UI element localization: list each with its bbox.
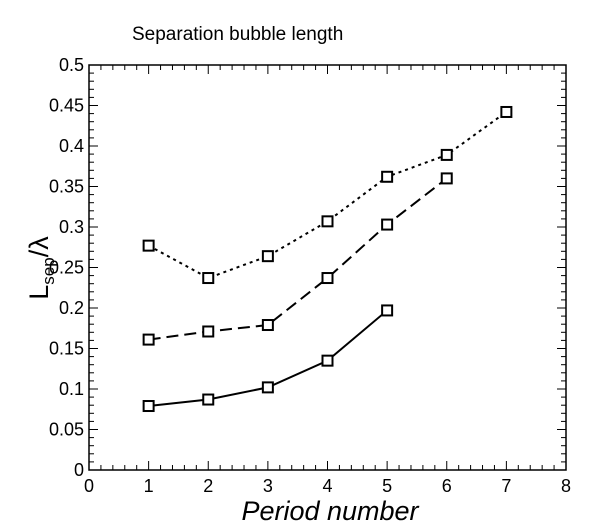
y-tick-labels: 0 0.05 0.1 0.15 0.2 0.25 0.3 0.35 0.4 0.45 0.5 bbox=[49, 55, 84, 480]
axis-ticks bbox=[88, 64, 567, 471]
x-axis-label: Period number bbox=[241, 496, 419, 526]
series-solid-marker bbox=[321, 354, 334, 367]
series-dotted-marker bbox=[381, 170, 394, 183]
series-dashed-marker bbox=[381, 218, 394, 231]
series-dashed-marker bbox=[202, 325, 215, 338]
series-dotted-marker bbox=[321, 215, 334, 228]
series-dashed-marker bbox=[321, 272, 334, 285]
series-dotted-marker bbox=[440, 148, 453, 161]
series-solid-marker bbox=[202, 393, 215, 406]
x-tick-label: 7 bbox=[501, 476, 511, 496]
series-dashed-marker bbox=[440, 172, 453, 185]
series-dashed-marker bbox=[142, 333, 155, 346]
series-dotted-marker bbox=[261, 250, 274, 263]
y-axis-label-subscript: sep bbox=[39, 257, 58, 284]
series-solid-marker bbox=[142, 400, 155, 413]
y-tick-label: 0.25 bbox=[49, 258, 84, 278]
y-tick-label: 0.35 bbox=[49, 177, 84, 197]
series-dotted-marker bbox=[142, 239, 155, 252]
x-tick-labels: 0 1 2 3 4 5 6 7 8 bbox=[84, 476, 571, 496]
x-tick-label: 0 bbox=[84, 476, 94, 496]
x-tick-label: 6 bbox=[442, 476, 452, 496]
x-tick-label: 1 bbox=[144, 476, 154, 496]
series-markers bbox=[142, 105, 513, 413]
series-dashed-line bbox=[148, 177, 448, 341]
x-tick-label: 4 bbox=[322, 476, 332, 496]
y-tick-label: 0.3 bbox=[59, 217, 84, 237]
x-tick-label: 5 bbox=[382, 476, 392, 496]
series-dashed-marker bbox=[261, 319, 274, 332]
series-dotted-line bbox=[148, 111, 507, 280]
x-tick-label: 8 bbox=[561, 476, 571, 496]
y-tick-label: 0.1 bbox=[59, 379, 84, 399]
series-solid-marker bbox=[261, 381, 274, 394]
y-tick-label: 0.2 bbox=[59, 298, 84, 318]
y-tick-label: 0 bbox=[74, 460, 84, 480]
series-solid-marker bbox=[381, 304, 394, 317]
y-tick-label: 0.5 bbox=[59, 55, 84, 75]
chart-title: Separation bubble length bbox=[132, 24, 343, 45]
y-tick-label: 0.45 bbox=[49, 96, 84, 116]
y-tick-label: 0.05 bbox=[49, 420, 84, 440]
x-tick-label: 2 bbox=[203, 476, 213, 496]
series-dotted-marker bbox=[202, 272, 215, 285]
x-tick-label: 3 bbox=[263, 476, 273, 496]
y-tick-label: 0.4 bbox=[59, 136, 84, 156]
y-axis-label-main: L bbox=[24, 285, 54, 300]
y-axis-label-suffix: /λ bbox=[24, 236, 54, 258]
plot-frame bbox=[88, 64, 567, 471]
y-axis-label: Lsep/λ bbox=[24, 236, 58, 300]
y-tick-label: 0.15 bbox=[49, 339, 84, 359]
series-dotted-marker bbox=[500, 105, 513, 118]
